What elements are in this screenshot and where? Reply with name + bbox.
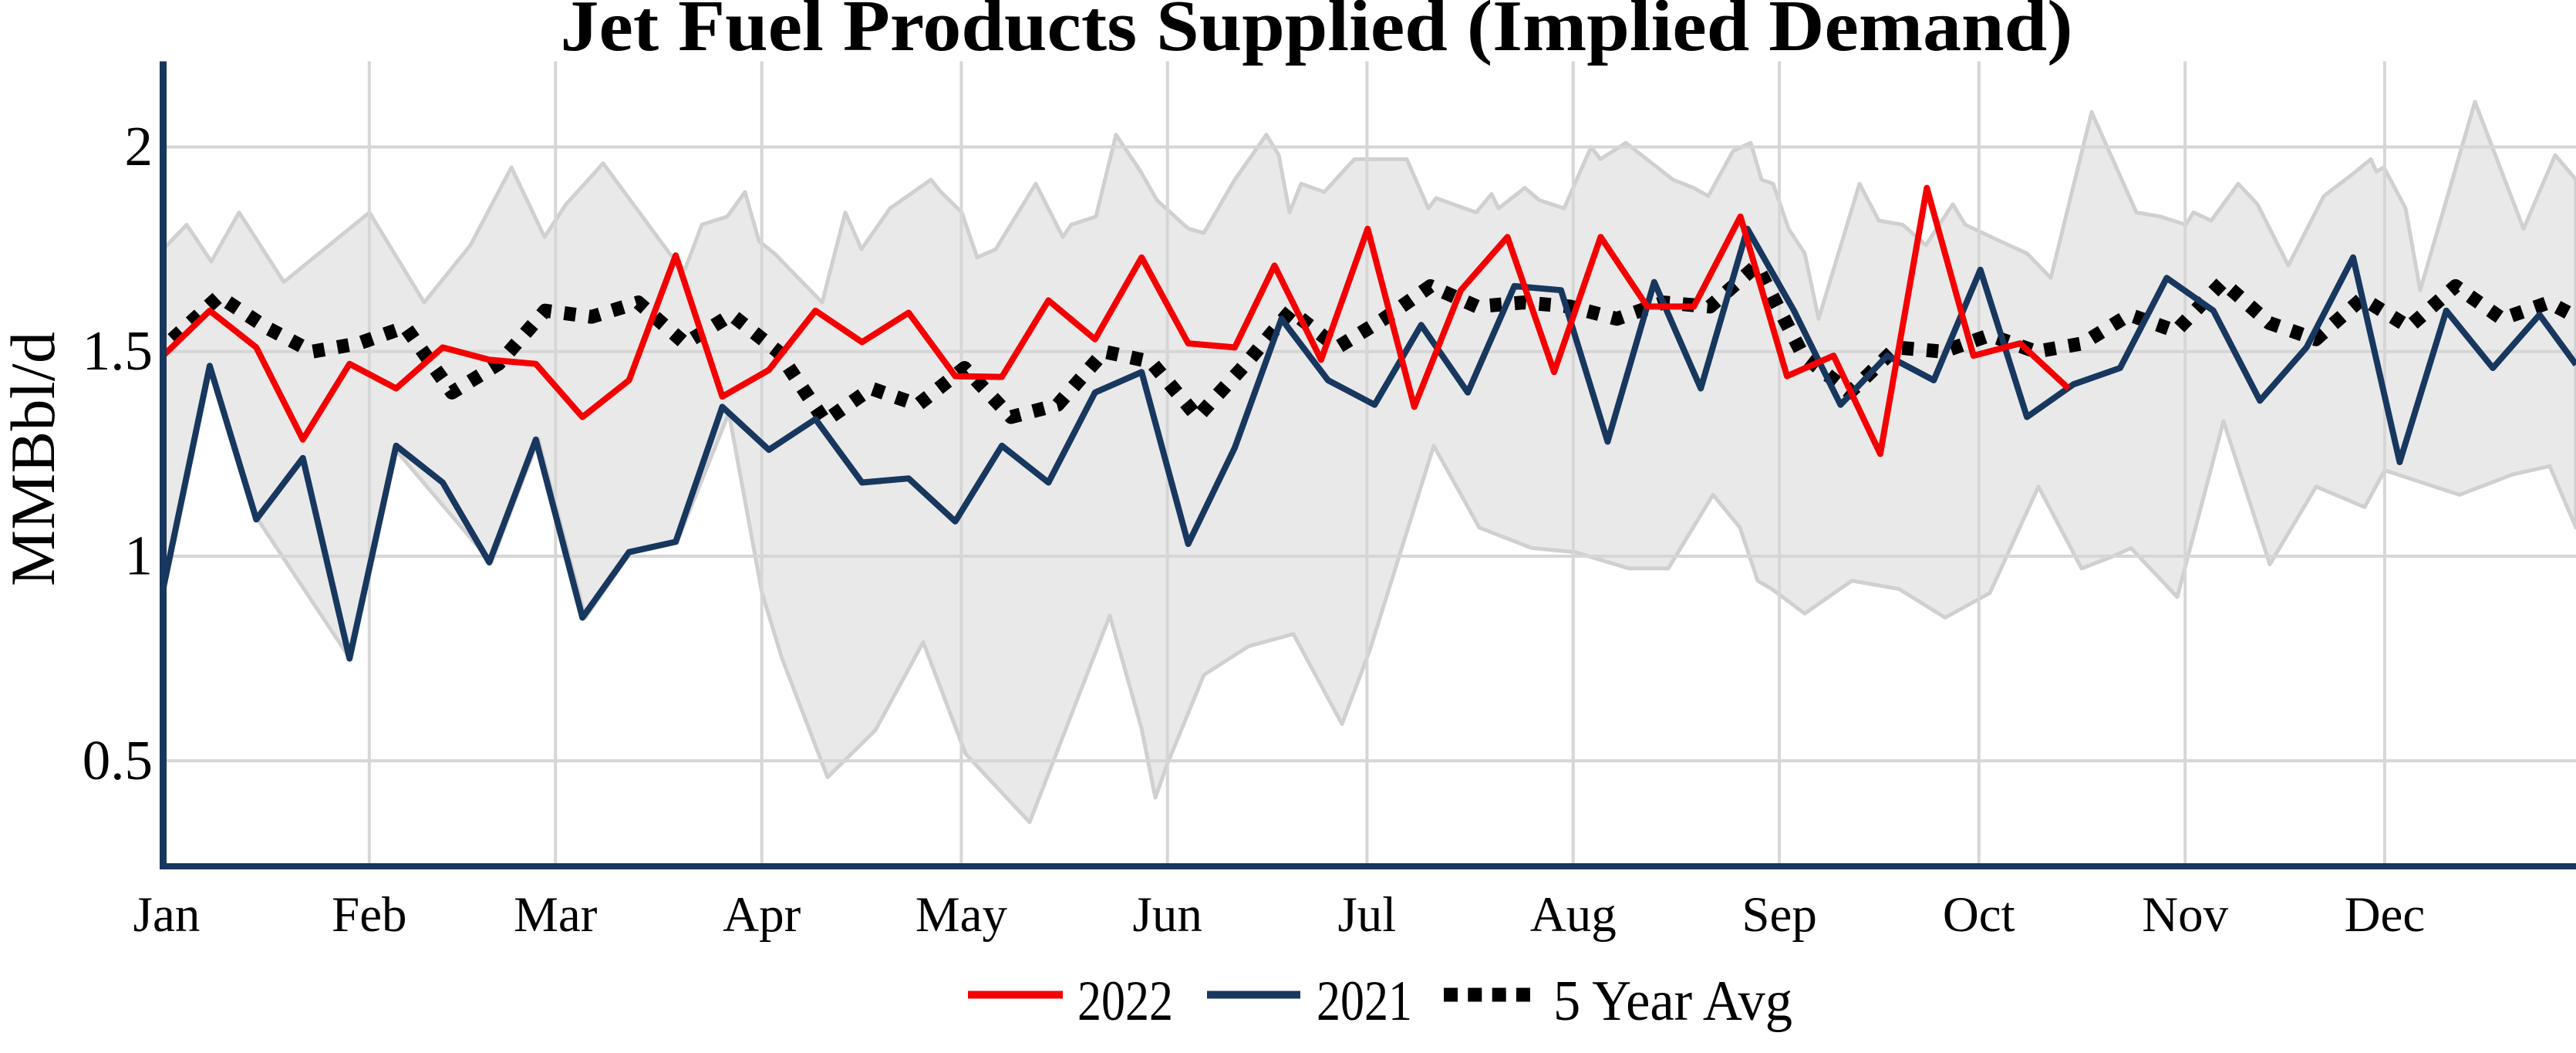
svg-text:Sep: Sep xyxy=(1741,887,1817,943)
svg-text:Oct: Oct xyxy=(1943,887,2015,943)
svg-text:1: 1 xyxy=(125,525,153,587)
svg-text:Jun: Jun xyxy=(1133,887,1202,943)
svg-text:Feb: Feb xyxy=(332,887,407,943)
svg-text:Jan: Jan xyxy=(133,887,201,943)
svg-text:May: May xyxy=(915,887,1008,943)
svg-text:MMBbl/d: MMBbl/d xyxy=(0,332,68,586)
svg-text:Aug: Aug xyxy=(1530,887,1617,943)
svg-text:Jet Fuel Products Supplied (Im: Jet Fuel Products Supplied (Implied Dema… xyxy=(561,0,2073,66)
svg-text:Nov: Nov xyxy=(2142,887,2228,943)
svg-text:5 Year Avg: 5 Year Avg xyxy=(1553,970,1792,1033)
svg-text:Dec: Dec xyxy=(2345,887,2426,943)
svg-text:0.5: 0.5 xyxy=(83,729,153,791)
svg-text:Jul: Jul xyxy=(1337,887,1396,943)
svg-text:2: 2 xyxy=(125,115,153,177)
svg-text:2021: 2021 xyxy=(1317,970,1412,1033)
svg-text:1.5: 1.5 xyxy=(83,319,153,382)
svg-text:Mar: Mar xyxy=(514,887,598,943)
svg-text:2022: 2022 xyxy=(1077,970,1173,1033)
svg-text:Apr: Apr xyxy=(723,887,801,943)
